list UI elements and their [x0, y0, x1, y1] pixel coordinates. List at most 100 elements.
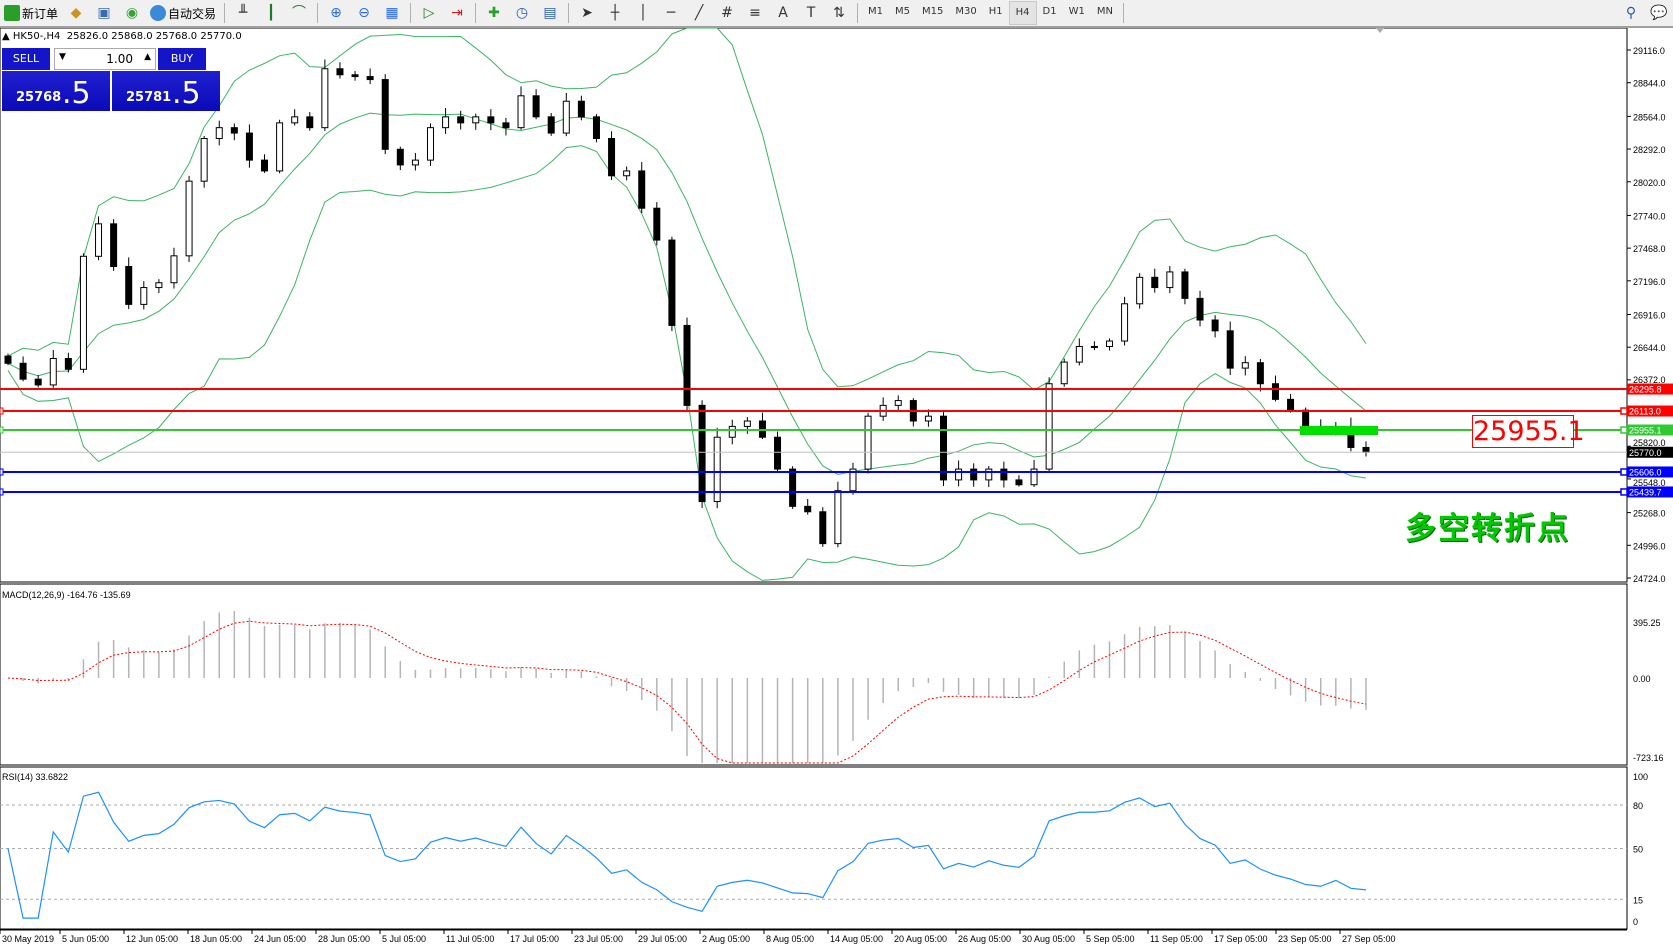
- timeframe-bar: M1 M5 M15 M30 H1 H4 D1 W1 MN: [862, 1, 1119, 25]
- signals-icon[interactable]: ◉: [125, 5, 139, 21]
- search-icon[interactable]: ⚲: [1625, 5, 1637, 21]
- price-axis-label: 27196.0: [1633, 277, 1666, 287]
- text-label-icon[interactable]: T: [806, 5, 816, 21]
- history-center-icon[interactable]: ◆: [70, 5, 82, 21]
- candlestick-icon[interactable]: ┃: [266, 5, 276, 21]
- level-price-label: 25439.7: [1629, 487, 1662, 497]
- candle-body: [442, 116, 450, 129]
- turning-point-annotation[interactable]: 多空转折点: [1405, 511, 1570, 547]
- candle-body: [1030, 468, 1038, 486]
- auto-trading-button[interactable]: 自动交易: [146, 1, 220, 25]
- candle-body: [125, 266, 133, 305]
- timeframe-h4[interactable]: H4: [1008, 1, 1037, 25]
- candle-body: [351, 74, 359, 78]
- candle-body: [1226, 330, 1234, 369]
- time-axis-label: 26 Aug 05:00: [958, 934, 1011, 944]
- crosshair-icon[interactable]: ┼: [610, 5, 620, 21]
- price-axis-label: 24996.0: [1633, 541, 1666, 551]
- time-axis-label: 17 Sep 05:00: [1214, 934, 1268, 944]
- candle-body: [562, 100, 570, 134]
- time-axis-label: 8 Aug 05:00: [766, 934, 814, 944]
- candle-body: [336, 68, 344, 76]
- candle-body: [457, 116, 465, 124]
- level-handle: [0, 407, 4, 415]
- tile-windows-icon[interactable]: ▦: [385, 5, 399, 21]
- periods-icon[interactable]: ◷: [515, 5, 529, 21]
- fibonacci-icon[interactable]: ≡: [749, 5, 761, 21]
- sell-price[interactable]: 25768 .5: [2, 71, 110, 111]
- collapse-triangle-icon[interactable]: ▲: [2, 31, 10, 42]
- templates-icon[interactable]: ▤: [543, 5, 557, 21]
- candle-body: [592, 116, 600, 139]
- candle-body: [487, 116, 495, 124]
- auto-scroll-icon[interactable]: ▷: [423, 5, 435, 21]
- toolbar: 新订单 ◆ ▣ ◉ 自动交易 ╨ ┃ ⌒ ⊕ ⊖ ▦ ▷ ⇥ ✚ ◷ ▤ ➤ ┼…: [0, 0, 1673, 28]
- vertical-line-icon[interactable]: │: [638, 5, 648, 21]
- time-axis-label: 28 Jun 05:00: [318, 934, 370, 944]
- time-axis-label: 11 Sep 05:00: [1150, 934, 1203, 944]
- timeframe-d1[interactable]: D1: [1042, 6, 1057, 17]
- candle-body: [924, 415, 932, 422]
- price-axis-label: 28844.0: [1633, 79, 1666, 89]
- candle-body: [291, 116, 299, 124]
- text-icon[interactable]: A: [778, 5, 788, 21]
- candle-body: [1075, 345, 1083, 363]
- price-axis-label: 28292.0: [1633, 145, 1666, 155]
- macd-panel: [0, 583, 1628, 766]
- macd-signal-line: [7, 620, 1367, 764]
- trendline-icon[interactable]: ╱: [694, 5, 704, 21]
- candle-body: [261, 159, 269, 172]
- chat-icon[interactable]: 💬: [1650, 5, 1668, 21]
- candle-body: [502, 122, 510, 129]
- indicators-icon[interactable]: ✚: [488, 5, 500, 21]
- market-watch-icon[interactable]: ▣: [97, 5, 111, 21]
- zoom-out-icon[interactable]: ⊖: [358, 5, 370, 21]
- arrows-icon[interactable]: ⇅: [833, 5, 845, 21]
- candle-body: [170, 255, 178, 284]
- lot-size-stepper[interactable]: ▼ 1.00 ▲: [54, 48, 156, 70]
- time-axis-label: 17 Jul 05:00: [510, 934, 559, 944]
- time-axis-label: 18 Jun 05:00: [190, 934, 242, 944]
- price-axis-label: 28564.0: [1633, 112, 1666, 122]
- buy-price[interactable]: 25781 .5: [112, 71, 220, 111]
- time-axis-label: 20 Aug 05:00: [894, 934, 947, 944]
- zoom-in-icon[interactable]: ⊕: [330, 5, 342, 21]
- timeframe-m5[interactable]: M5: [895, 6, 911, 17]
- candle-body: [713, 436, 721, 503]
- horizontal-line-icon[interactable]: ─: [666, 5, 676, 21]
- chart-canvas[interactable]: 29116.0 28844.0 28564.0 28292.0 28020.0 27740…: [0, 28, 1673, 948]
- chart-shift-icon[interactable]: ⇥: [451, 5, 463, 21]
- time-axis-label: 30 May 2019: [2, 934, 54, 944]
- candle-body: [653, 207, 661, 241]
- candle-body: [1181, 271, 1189, 299]
- candle-body: [517, 95, 525, 129]
- candle-body: [215, 127, 223, 139]
- price-axis-label: 29116.0: [1633, 46, 1665, 56]
- level-price-label: 26113.0: [1629, 407, 1661, 417]
- candle-body: [34, 378, 42, 386]
- bid-fraction: .5: [62, 76, 91, 111]
- line-chart-icon[interactable]: ⌒: [292, 5, 307, 21]
- candle-body: [230, 127, 238, 134]
- equidistant-channel-icon[interactable]: #: [721, 5, 733, 21]
- timeframe-h1[interactable]: H1: [988, 6, 1003, 17]
- timeframe-m1[interactable]: M1: [868, 6, 884, 17]
- price-annotation-box[interactable]: 25955.1: [1472, 415, 1585, 448]
- lot-size-input[interactable]: 1.00: [106, 52, 133, 66]
- lot-increase-icon[interactable]: ▲: [144, 52, 151, 62]
- bar-chart-icon[interactable]: ╨: [238, 5, 248, 21]
- new-order-button[interactable]: 新订单: [0, 1, 62, 25]
- buy-button[interactable]: BUY: [158, 48, 206, 70]
- timeframe-mn[interactable]: MN: [1096, 6, 1113, 17]
- price-axis-label: 27468.0: [1633, 244, 1666, 254]
- timeframe-m30[interactable]: M30: [955, 6, 977, 17]
- sell-button[interactable]: SELL: [2, 48, 50, 70]
- level-handle: [1620, 426, 1628, 434]
- timeframe-w1[interactable]: W1: [1068, 6, 1085, 17]
- level-handle: [1620, 488, 1628, 496]
- level-handle: [0, 426, 4, 434]
- timeframe-m15[interactable]: M15: [922, 6, 944, 17]
- lot-decrease-icon[interactable]: ▼: [59, 52, 66, 62]
- level-price-tag: [1627, 466, 1673, 478]
- cursor-icon[interactable]: ➤: [581, 5, 593, 21]
